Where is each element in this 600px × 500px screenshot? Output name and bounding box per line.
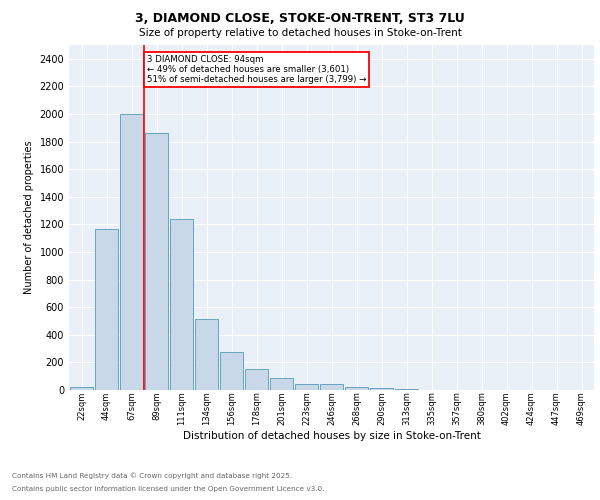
Bar [119,114,143,390]
Y-axis label: Number of detached properties: Number of detached properties [24,140,34,294]
Text: Contains HM Land Registry data © Crown copyright and database right 2025.: Contains HM Land Registry data © Crown c… [12,472,292,479]
Bar [370,388,394,390]
Bar [145,134,169,390]
Bar [220,352,244,390]
Bar [245,370,268,390]
Bar [70,386,94,390]
Bar [269,378,293,390]
Text: Size of property relative to detached houses in Stoke-on-Trent: Size of property relative to detached ho… [139,28,461,38]
Bar [194,319,218,390]
Text: 3, DIAMOND CLOSE, STOKE-ON-TRENT, ST3 7LU: 3, DIAMOND CLOSE, STOKE-ON-TRENT, ST3 7L… [135,12,465,26]
X-axis label: Distribution of detached houses by size in Stoke-on-Trent: Distribution of detached houses by size … [182,431,481,441]
Bar [95,228,118,390]
Text: 3 DIAMOND CLOSE: 94sqm
← 49% of detached houses are smaller (3,601)
51% of semi-: 3 DIAMOND CLOSE: 94sqm ← 49% of detached… [147,54,367,84]
Bar [295,384,319,390]
Bar [344,387,368,390]
Bar [320,384,343,390]
Text: Contains public sector information licensed under the Open Government Licence v3: Contains public sector information licen… [12,486,325,492]
Bar [170,219,193,390]
